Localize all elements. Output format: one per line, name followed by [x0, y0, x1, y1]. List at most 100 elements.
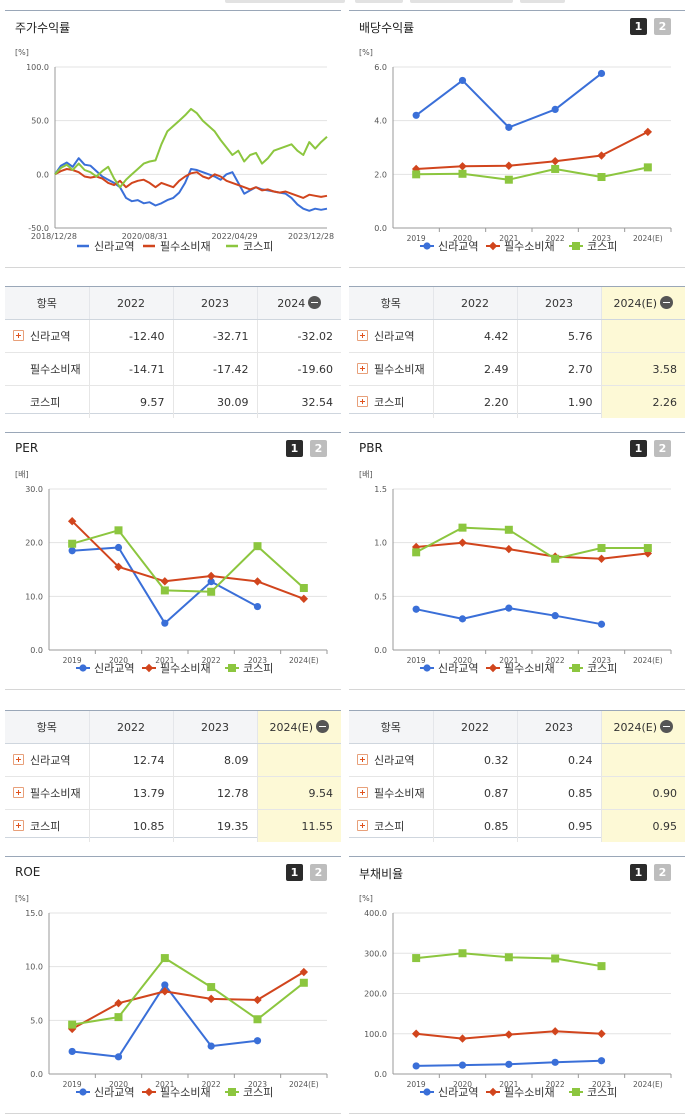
x-tick-label: 2024(E): [633, 234, 663, 243]
panel-title: 부채비율: [359, 867, 404, 881]
series-line: [71, 520, 305, 600]
expand-plus-icon[interactable]: [13, 787, 24, 798]
x-tick-label: 2021: [155, 1080, 174, 1089]
data-point: [299, 978, 308, 987]
legend-marker: [423, 242, 431, 250]
col-header: 2023: [516, 711, 601, 744]
stock-return-table: 항목 2022 2023 2024 신라교역 -12.40 -32.71 -32…: [5, 287, 341, 418]
cell-value: [600, 319, 685, 353]
data-point: [597, 620, 606, 628]
expand-plus-icon[interactable]: [357, 754, 368, 765]
per-panel: PER 1 2 [배] 30.0 20.0 10.0 0.0 2019 2020 2021 20…: [5, 432, 341, 690]
data-point: [458, 1061, 467, 1069]
data-point: [597, 962, 606, 971]
expand-plus-icon[interactable]: [13, 330, 24, 341]
top-tab-strip: [355, 0, 403, 3]
page-1-button[interactable]: 1: [286, 440, 303, 457]
data-point: [504, 953, 513, 962]
page-2-button[interactable]: 2: [310, 864, 327, 881]
cell-value: 5.76: [516, 319, 601, 353]
page-1-button[interactable]: 1: [286, 864, 303, 881]
cell-value: 11.55: [256, 809, 341, 842]
table-row: 신라교역 12.74 8.09: [5, 743, 341, 777]
x-tick-label: 2021: [499, 656, 518, 665]
data-point: [458, 949, 467, 958]
table-row: 코스피 2.20 1.90 2.26: [349, 385, 685, 418]
cell-value: 0.32: [432, 743, 517, 777]
data-point: [505, 604, 513, 612]
data-point: [643, 163, 652, 172]
data-point: [597, 69, 606, 78]
collapse-minus-icon[interactable]: [308, 296, 322, 309]
y-tick-label: 0.5: [374, 592, 387, 601]
legend-label: 코스피: [587, 1086, 617, 1099]
col-header: 2022: [432, 287, 517, 320]
cell-value: 32.54: [256, 385, 341, 418]
data-point: [206, 571, 216, 581]
data-point: [458, 538, 467, 547]
col-header: 항목: [5, 287, 89, 320]
expand-plus-icon[interactable]: [13, 754, 24, 765]
data-point: [253, 602, 262, 611]
cell-value: -32.02: [256, 319, 341, 353]
row-label: 신라교역: [30, 330, 71, 343]
row-label: 코스피: [374, 396, 405, 409]
data-point: [253, 1015, 262, 1024]
expand-plus-icon[interactable]: [13, 820, 24, 831]
expand-plus-icon[interactable]: [357, 330, 368, 341]
top-tab-strip: [225, 0, 345, 3]
cell-value: -14.71: [88, 352, 173, 386]
page-2-button[interactable]: 2: [310, 440, 327, 457]
cell-value: -19.60: [256, 352, 341, 386]
y-tick-label: 1.5: [374, 485, 387, 494]
data-point: [504, 175, 513, 184]
cell-value: 4.42: [432, 319, 517, 353]
data-point: [458, 615, 467, 623]
series-line: [71, 529, 305, 593]
legend-label: 신라교역: [438, 240, 478, 253]
cell-value: [256, 743, 341, 777]
y-unit-label: [%]: [359, 894, 373, 903]
data-point: [114, 998, 123, 1008]
cell-value: 19.35: [172, 809, 257, 842]
data-point: [68, 1047, 76, 1056]
legend-label: 코스피: [587, 662, 617, 675]
y-unit-label: [배]: [359, 470, 373, 479]
data-point: [299, 584, 308, 593]
page-1-button[interactable]: 1: [630, 18, 647, 35]
y-unit-label: [%]: [15, 48, 29, 57]
series-line: [54, 157, 328, 212]
expand-plus-icon[interactable]: [357, 820, 368, 831]
data-point: [551, 612, 559, 620]
data-point: [551, 954, 560, 963]
row-label: 필수소비재: [374, 787, 425, 800]
page-1-button[interactable]: 1: [630, 864, 647, 881]
data-point: [412, 954, 421, 963]
data-point: [160, 586, 169, 595]
table-row: 필수소비재 0.87 0.85 0.90: [349, 776, 685, 810]
collapse-minus-icon[interactable]: [660, 296, 674, 309]
expand-plus-icon[interactable]: [357, 787, 368, 798]
x-tick-label: 2020: [109, 656, 128, 665]
collapse-minus-icon[interactable]: [660, 720, 674, 733]
y-unit-label: [%]: [15, 894, 29, 903]
cell-value: 0.95: [516, 809, 601, 842]
legend-label: 신라교역: [94, 1086, 134, 1099]
cell-value: 2.26: [600, 385, 685, 418]
expand-plus-icon[interactable]: [357, 363, 368, 374]
page-1-button[interactable]: 1: [630, 440, 647, 457]
row-label: 코스피: [30, 396, 61, 409]
data-point: [207, 587, 216, 596]
expand-plus-icon[interactable]: [357, 396, 368, 407]
page-2-button[interactable]: 2: [654, 864, 671, 881]
x-tick-label: 2019: [63, 1080, 82, 1089]
row-label: 코스피: [374, 820, 405, 833]
data-point: [207, 983, 216, 992]
collapse-minus-icon[interactable]: [316, 720, 330, 733]
page-2-button[interactable]: 2: [654, 440, 671, 457]
data-point: [597, 1057, 606, 1065]
page-2-button[interactable]: 2: [654, 18, 671, 35]
data-point: [114, 543, 123, 552]
row-label: 신라교역: [30, 754, 71, 767]
top-tab-strip: [520, 0, 565, 3]
